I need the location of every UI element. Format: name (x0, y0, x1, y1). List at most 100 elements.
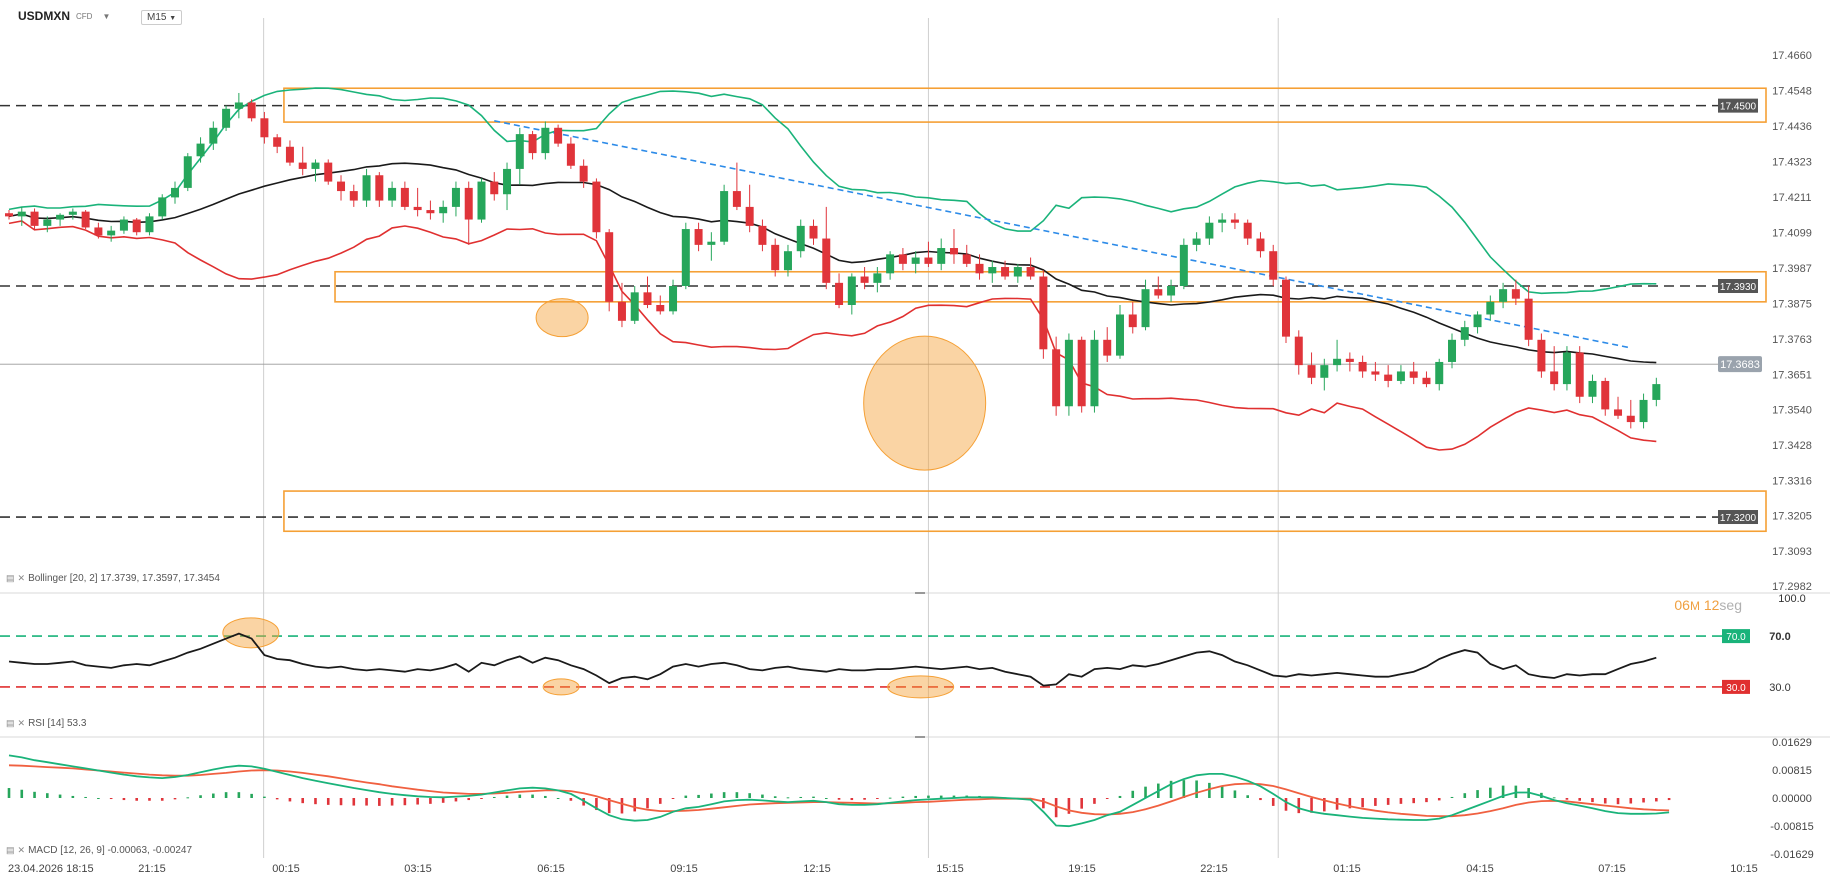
current-price-tag (1718, 356, 1762, 373)
macd-histogram-bar (46, 793, 49, 798)
macd-histogram-bar (646, 798, 649, 809)
price-axis-tick: 17.3093 (1772, 546, 1812, 558)
candle (30, 208, 39, 230)
candle-body (324, 162, 333, 182)
candle-body (1435, 361, 1444, 385)
macd-histogram-bar (58, 794, 62, 798)
macd-histogram-bar (710, 793, 713, 798)
macd-histogram-bar (850, 798, 854, 801)
candle (605, 229, 614, 312)
candle (1358, 355, 1367, 378)
macd-histogram-bar (812, 796, 815, 798)
candle (285, 140, 294, 166)
candle-body (222, 108, 231, 128)
price-axis-tick: 17.3987 (1772, 263, 1812, 275)
candle-body (515, 134, 524, 169)
macd-histogram-bar (33, 791, 36, 798)
rsi-level-tag (1722, 629, 1750, 644)
price-level-tag (1718, 510, 1758, 525)
candle (1320, 358, 1329, 391)
macd-histogram-bar (1616, 798, 1620, 805)
close-icon[interactable]: ✕ (17, 718, 26, 728)
candle (1307, 352, 1316, 385)
indicator-settings-icon[interactable]: ▤ (6, 573, 15, 583)
macd-histogram-bar (275, 798, 279, 800)
macd-histogram-bar (454, 798, 458, 802)
highlight-marker (542, 678, 580, 696)
timeframe-select[interactable]: M15 ▼ (141, 10, 183, 25)
macd-axis-tick: 0.00000 (1772, 793, 1812, 805)
candle (937, 238, 946, 271)
macd-histogram-bar (1437, 798, 1441, 801)
candle-body (681, 229, 690, 287)
time-axis-tick: 09:15 (670, 863, 698, 875)
candle (132, 217, 141, 236)
macd-histogram-bar (544, 795, 547, 798)
candle (771, 238, 780, 277)
candle-body (1192, 238, 1201, 245)
current-price-value: 17.3683 (1720, 359, 1760, 371)
macd-histogram-bar (135, 798, 138, 801)
price-axis-tick: 17.3428 (1772, 440, 1812, 452)
candle-body (1499, 289, 1508, 302)
candle (1141, 279, 1150, 331)
candle (490, 172, 499, 201)
candle-body (1384, 374, 1393, 381)
macd-histogram-bar (1642, 798, 1645, 803)
close-icon[interactable]: ✕ (17, 573, 26, 583)
macd-histogram-bar (1655, 798, 1658, 802)
close-icon[interactable]: ✕ (17, 845, 26, 855)
time-axis-tick: 10:15 (1730, 863, 1758, 875)
candle (1614, 396, 1623, 419)
candle (260, 111, 269, 144)
candle (1396, 365, 1405, 385)
macd-histogram-bar (250, 793, 253, 798)
price-level-value: 17.3200 (1720, 513, 1757, 524)
rsi-label[interactable]: ▤ ✕ RSI [14] 53.3 (6, 718, 86, 729)
candle-body (1575, 352, 1584, 397)
candle (426, 200, 435, 220)
candle-body (464, 187, 473, 220)
macd-histogram-bar (1374, 798, 1377, 806)
symbol-name[interactable]: USDMXN (18, 9, 71, 23)
indicator-settings-icon[interactable]: ▤ (6, 718, 15, 728)
candle-body (196, 143, 205, 157)
indicator-settings-icon[interactable]: ▤ (6, 845, 15, 855)
candle-body (1652, 384, 1661, 400)
macd-histogram-bar (1323, 798, 1326, 812)
candle (1205, 216, 1214, 245)
candle-body (758, 225, 767, 245)
macd-histogram-bar (722, 792, 726, 798)
candle (464, 181, 473, 245)
macd-histogram-bar (620, 798, 624, 814)
price-level-tag (1718, 279, 1758, 294)
bollinger-label[interactable]: ▤ ✕ Bollinger [20, 2] 17.3739, 17.3597, 1… (6, 573, 220, 584)
candle-body (1103, 339, 1112, 356)
candle-body (234, 102, 243, 109)
macd-histogram-bar (1386, 798, 1390, 805)
candle-body (1269, 251, 1278, 280)
macd-histogram-bar (837, 798, 841, 800)
candle-body (17, 211, 26, 217)
candle (1588, 374, 1597, 404)
candle (873, 267, 882, 293)
candle (732, 162, 741, 211)
macd-histogram-bar (1565, 798, 1569, 800)
candle-body (911, 257, 920, 264)
candle-body (656, 304, 665, 312)
candle-body (439, 206, 448, 214)
macd-label[interactable]: ▤ ✕ MACD [12, 26, 9] -0.00063, -0.00247 (6, 845, 192, 856)
macd-histogram-bar (1131, 790, 1135, 798)
candle (1179, 238, 1188, 290)
candle-body (1562, 352, 1571, 385)
chevron-down-icon[interactable]: ▼ (102, 11, 111, 21)
candle (107, 225, 116, 242)
macd-histogram-bar (109, 798, 113, 800)
macd-histogram-bar (595, 798, 598, 811)
rsi-label-text: RSI [14] 53.3 (28, 718, 87, 729)
candle (1269, 244, 1278, 287)
candle-body (1601, 380, 1610, 410)
macd-histogram-bar (901, 796, 905, 798)
rsi-axis-tick: 70.0 (1769, 631, 1790, 643)
